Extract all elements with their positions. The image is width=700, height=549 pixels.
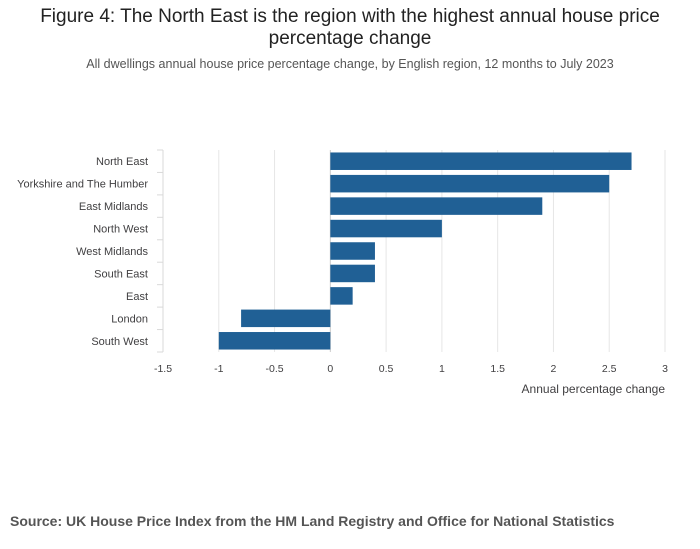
bars (218, 152, 632, 350)
category-labels: North East Yorkshire and The Humber East M… (17, 156, 148, 348)
x-axis-title: Annual percentage change (522, 382, 666, 396)
category-label: East (126, 291, 148, 303)
x-tick-label: 1 (439, 363, 445, 375)
x-tick-label: 1.5 (490, 363, 505, 375)
chart-title: Figure 4: The North East is the region w… (40, 6, 660, 49)
category-label: East Midlands (79, 201, 149, 213)
category-label: West Midlands (76, 246, 148, 258)
x-tick-label: -1.5 (154, 363, 172, 375)
x-tick-label: -0.5 (266, 363, 284, 375)
bar-north-east[interactable] (330, 152, 632, 170)
x-tick-label: 2 (551, 363, 557, 375)
x-tick-label: 2.5 (602, 363, 617, 375)
category-label: North East (96, 156, 148, 168)
x-tick-label: 3 (662, 363, 668, 375)
bar-south-east[interactable] (330, 264, 375, 283)
chart-subtitle: All dwellings annual house price percent… (86, 57, 614, 71)
bar-east[interactable] (330, 287, 353, 305)
x-tick-label: 0.5 (379, 363, 394, 375)
source-note: Source: UK House Price Index from the HM… (10, 513, 615, 529)
category-label: South East (94, 268, 148, 280)
bar-north-west[interactable] (330, 219, 442, 238)
category-label: Yorkshire and The Humber (17, 179, 148, 191)
x-tick-label: -1 (214, 363, 223, 375)
category-label: South West (91, 336, 148, 348)
bar-west-midlands[interactable] (330, 242, 375, 260)
x-tick-labels: -1.5 -1 -0.5 0 0.5 1 1.5 2 2.5 3 (154, 363, 668, 375)
bar-yorkshire-and-the-humber[interactable] (330, 174, 610, 193)
bar-london[interactable] (241, 309, 331, 328)
category-label: London (111, 313, 148, 325)
bar-south-west[interactable] (218, 332, 331, 350)
category-label: North West (93, 224, 148, 236)
bar-east-midlands[interactable] (330, 197, 543, 215)
x-tick-label: 0 (327, 363, 333, 375)
